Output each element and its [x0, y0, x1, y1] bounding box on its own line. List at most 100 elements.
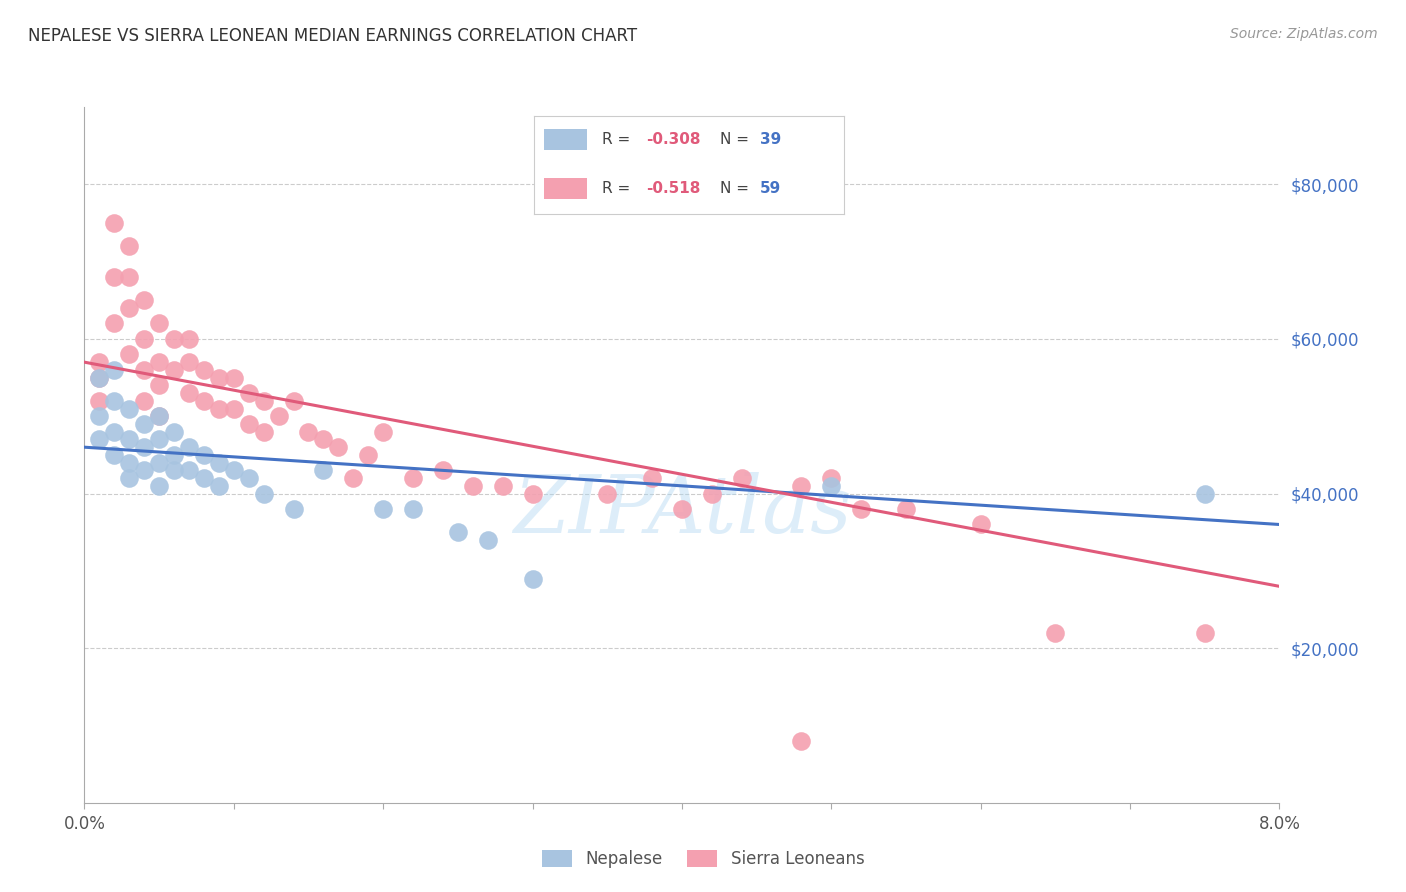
Point — [283, 502, 305, 516]
Point — [522, 486, 544, 500]
Point — [163, 363, 186, 377]
Point — [118, 239, 141, 253]
FancyBboxPatch shape — [544, 178, 586, 200]
Point — [267, 409, 290, 424]
Point — [238, 386, 260, 401]
Point — [132, 440, 156, 454]
Point — [177, 440, 200, 454]
Point — [596, 486, 619, 500]
Point — [148, 456, 170, 470]
Point — [193, 363, 215, 377]
Point — [222, 401, 245, 416]
Point — [208, 456, 231, 470]
Point — [118, 401, 141, 416]
Point — [790, 734, 813, 748]
Point — [132, 363, 156, 377]
Text: N =: N = — [720, 132, 754, 147]
Point — [132, 417, 156, 431]
Point — [492, 479, 515, 493]
Point — [1194, 625, 1216, 640]
Point — [238, 417, 260, 431]
Point — [208, 401, 231, 416]
Point — [283, 393, 305, 408]
Point — [89, 370, 111, 384]
Point — [132, 463, 156, 477]
Point — [193, 393, 215, 408]
Point — [118, 347, 141, 361]
Point — [118, 433, 141, 447]
Point — [328, 440, 350, 454]
Point — [163, 332, 186, 346]
Point — [208, 479, 231, 493]
Legend: Nepalese, Sierra Leoneans: Nepalese, Sierra Leoneans — [536, 843, 870, 875]
Point — [177, 386, 200, 401]
Point — [447, 525, 470, 540]
Point — [163, 448, 186, 462]
Point — [177, 332, 200, 346]
Point — [461, 479, 484, 493]
Text: 39: 39 — [761, 132, 782, 147]
Point — [132, 332, 156, 346]
Point — [148, 433, 170, 447]
Point — [851, 502, 873, 516]
Point — [177, 355, 200, 369]
Text: NEPALESE VS SIERRA LEONEAN MEDIAN EARNINGS CORRELATION CHART: NEPALESE VS SIERRA LEONEAN MEDIAN EARNIN… — [28, 27, 637, 45]
Point — [163, 425, 186, 439]
Point — [790, 479, 813, 493]
Point — [894, 502, 917, 516]
Point — [89, 355, 111, 369]
Point — [1045, 625, 1067, 640]
Text: R =: R = — [602, 181, 636, 196]
Point — [373, 502, 395, 516]
Point — [89, 370, 111, 384]
Point — [193, 471, 215, 485]
Point — [118, 270, 141, 285]
Point — [103, 363, 125, 377]
Point — [238, 471, 260, 485]
Point — [402, 471, 425, 485]
Point — [522, 572, 544, 586]
Point — [432, 463, 454, 477]
Point — [641, 471, 664, 485]
Point — [312, 463, 335, 477]
Point — [103, 216, 125, 230]
FancyBboxPatch shape — [544, 128, 586, 150]
Text: -0.308: -0.308 — [645, 132, 700, 147]
Point — [103, 393, 125, 408]
Point — [118, 456, 141, 470]
Point — [103, 317, 125, 331]
Point — [700, 486, 723, 500]
Point — [373, 425, 395, 439]
Point — [671, 502, 693, 516]
Point — [208, 370, 231, 384]
Text: N =: N = — [720, 181, 754, 196]
Point — [731, 471, 754, 485]
Text: ZIPAtlas: ZIPAtlas — [513, 472, 851, 549]
Point — [222, 463, 245, 477]
Text: R =: R = — [602, 132, 636, 147]
Point — [342, 471, 364, 485]
Point — [477, 533, 499, 547]
Point — [118, 301, 141, 315]
Point — [357, 448, 380, 462]
Point — [177, 463, 200, 477]
Point — [222, 370, 245, 384]
Point — [1194, 486, 1216, 500]
Point — [253, 393, 276, 408]
Text: 59: 59 — [761, 181, 782, 196]
Point — [148, 378, 170, 392]
Point — [402, 502, 425, 516]
Point — [820, 471, 842, 485]
Point — [312, 433, 335, 447]
Point — [148, 355, 170, 369]
Point — [253, 425, 276, 439]
Point — [297, 425, 319, 439]
Point — [820, 479, 842, 493]
Point — [103, 425, 125, 439]
Point — [148, 409, 170, 424]
Point — [132, 293, 156, 308]
Point — [118, 471, 141, 485]
Point — [163, 463, 186, 477]
Point — [148, 479, 170, 493]
Text: Source: ZipAtlas.com: Source: ZipAtlas.com — [1230, 27, 1378, 41]
